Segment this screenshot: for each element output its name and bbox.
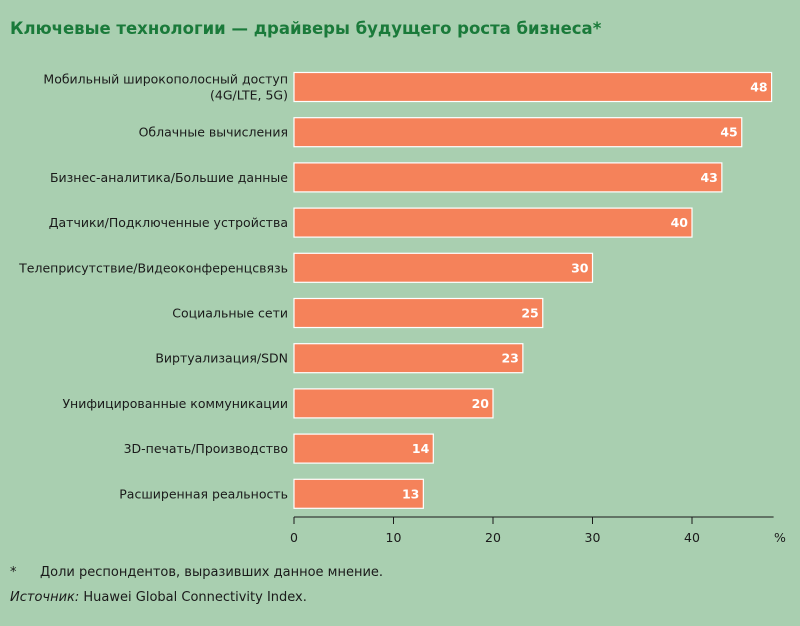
x-tick-label: 0 bbox=[290, 530, 298, 545]
category-label: Виртуализация/SDN bbox=[155, 351, 288, 366]
bar-value-label: 40 bbox=[671, 215, 689, 230]
bar-chart: 48 Мобильный широкополосный доступ(4G/LTE… bbox=[18, 71, 786, 546]
category-label: Облачные вычисления bbox=[139, 125, 288, 140]
source-line: Источник: Huawei Global Connectivity Ind… bbox=[10, 590, 307, 605]
footnote-marker: * bbox=[10, 565, 17, 580]
bar bbox=[293, 343, 524, 374]
x-unit-label: % bbox=[774, 530, 786, 545]
source-label: Источник: bbox=[10, 590, 80, 605]
footnote-text: Доли респондентов, выразивших данное мне… bbox=[40, 565, 384, 580]
bars-group: 48 Мобильный широкополосный доступ(4G/LTE… bbox=[18, 71, 773, 509]
bar-value-label: 25 bbox=[521, 306, 538, 321]
bar bbox=[293, 388, 494, 419]
category-label: (4G/LTE, 5G) bbox=[210, 88, 288, 103]
bar-value-label: 20 bbox=[472, 396, 490, 411]
bar bbox=[293, 252, 594, 283]
x-tick-label: 30 bbox=[585, 530, 601, 545]
bar-value-label: 23 bbox=[501, 351, 518, 366]
category-label: Расширенная реальность bbox=[119, 486, 288, 501]
bar bbox=[293, 433, 434, 464]
category-label: Бизнес-аналитика/Большие данные bbox=[50, 170, 288, 185]
bar bbox=[293, 117, 743, 148]
chart-title: Ключевые технологии — драйверы будущего … bbox=[10, 19, 602, 38]
category-label: Датчики/Подключенные устройства bbox=[49, 215, 288, 230]
bar-value-label: 30 bbox=[571, 260, 589, 275]
x-axis: 0 10 20 30 40% bbox=[290, 516, 786, 545]
bar bbox=[293, 162, 723, 193]
bar bbox=[293, 297, 544, 329]
bar bbox=[293, 71, 773, 103]
category-label: 3D-печать/Производство bbox=[124, 441, 288, 456]
x-tick-label: 20 bbox=[485, 530, 501, 545]
x-tick-label: 40 bbox=[684, 530, 700, 545]
bar-value-label: 14 bbox=[412, 441, 430, 456]
category-label: Телеприсутствие/Видеоконференцсвязь bbox=[18, 260, 288, 275]
source-text: Huawei Global Connectivity Index. bbox=[83, 590, 307, 605]
x-tick-label: 10 bbox=[386, 530, 402, 545]
bar-value-label: 13 bbox=[402, 486, 419, 501]
bar bbox=[293, 478, 424, 509]
category-label: Социальные сети bbox=[172, 306, 288, 321]
bar-value-label: 48 bbox=[750, 80, 767, 95]
bar-value-label: 43 bbox=[700, 170, 717, 185]
category-label: Унифицированные коммуникации bbox=[62, 396, 288, 411]
bar-value-label: 45 bbox=[720, 125, 737, 140]
category-label: Мобильный широкополосный доступ bbox=[43, 72, 288, 87]
bar bbox=[293, 207, 693, 238]
footnote: * Доли респондентов, выразивших данное мн… bbox=[10, 565, 383, 580]
